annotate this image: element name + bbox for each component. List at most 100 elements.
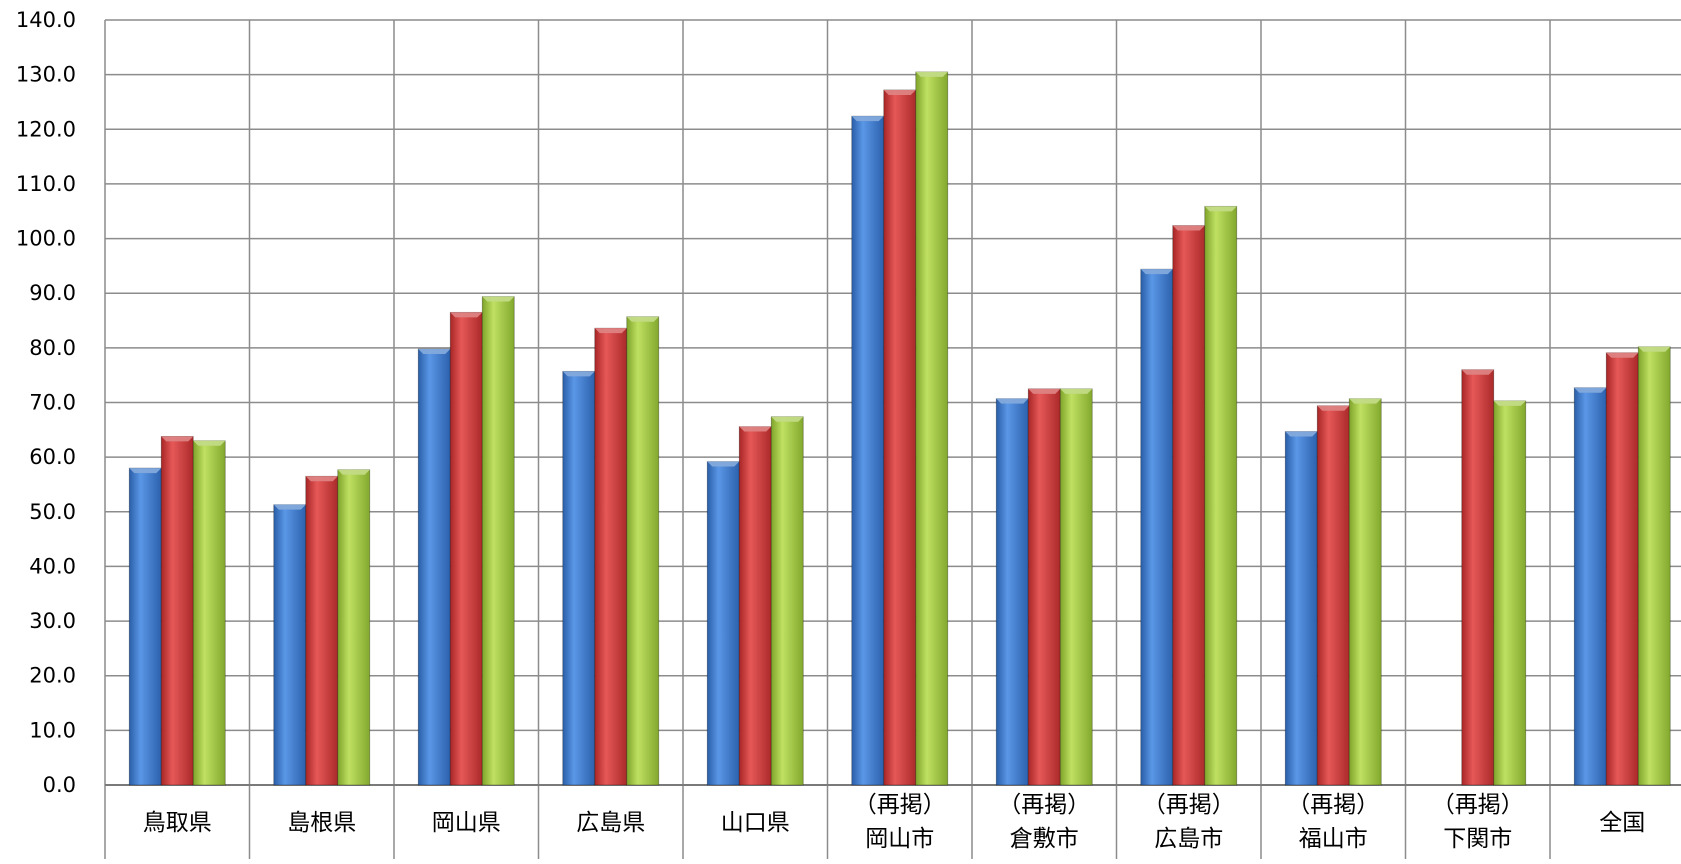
bar: [995, 398, 1029, 786]
bar-highlight: [1493, 400, 1526, 406]
bar-highlight: [193, 440, 226, 446]
bar-highlight: [482, 296, 515, 302]
bar-bevel: [594, 328, 627, 334]
bar-highlight: [161, 436, 194, 442]
bar-body: [626, 316, 660, 786]
bar-bevel: [1317, 405, 1350, 411]
bar-body: [883, 89, 917, 786]
bar-bevel: [1060, 388, 1093, 394]
x-tick-label: （再掲）: [1143, 792, 1235, 818]
bar-highlight: [1060, 388, 1093, 394]
y-tick-label: 0.0: [43, 773, 76, 797]
x-tick-label: 倉敷市: [1010, 826, 1079, 852]
bar-bevel: [161, 436, 194, 442]
x-axis: 鳥取県 島根県 岡山県 広島県 山口県 （再掲） 岡山市 （再掲） 倉敷市 （再掲） 広島市 （再掲）…: [143, 792, 1646, 852]
bar-highlight: [1461, 369, 1494, 375]
bar-body: [915, 71, 949, 786]
bar-highlight: [1172, 225, 1205, 231]
bar-body: [1461, 369, 1495, 786]
bar-bevel: [129, 468, 162, 474]
bar: [128, 467, 162, 786]
bar: [192, 440, 226, 786]
x-tick-label: 下関市: [1443, 826, 1512, 852]
bar-body: [1059, 388, 1093, 786]
bar-body: [738, 426, 772, 786]
x-tick-label: 岡山市: [865, 826, 934, 852]
bar-bevel: [996, 398, 1029, 404]
y-tick-label: 80.0: [29, 336, 76, 360]
y-tick-label: 140.0: [16, 8, 76, 32]
y-tick-label: 70.0: [29, 391, 76, 415]
x-tick-label: （再掲）: [998, 792, 1090, 818]
bar: [1461, 369, 1495, 786]
y-tick-label: 90.0: [29, 281, 76, 305]
bar: [305, 475, 339, 786]
bar-bevel: [1574, 387, 1607, 393]
bar: [449, 311, 483, 786]
bar-body: [706, 461, 740, 786]
bar-highlight: [450, 312, 483, 318]
bar: [562, 370, 596, 786]
y-tick-label: 10.0: [29, 718, 76, 742]
bar-highlight: [594, 328, 627, 334]
bar-highlight: [1140, 269, 1173, 275]
y-tick-label: 100.0: [16, 227, 76, 251]
bar: [626, 316, 660, 786]
bar: [417, 348, 451, 786]
bar-body: [192, 440, 226, 786]
bar-body: [1637, 346, 1671, 786]
bar-highlight: [915, 71, 948, 77]
bar-highlight: [1285, 431, 1318, 437]
bar: [594, 327, 628, 786]
bar-bevel: [1606, 352, 1639, 358]
x-tick-label: （再掲）: [1432, 792, 1524, 818]
bar-bevel: [337, 469, 370, 475]
bar: [706, 461, 740, 786]
x-tick-label: 広島県: [576, 810, 645, 836]
bar-highlight: [418, 348, 451, 354]
bar-highlight: [707, 461, 740, 467]
x-tick-label: 島根県: [287, 810, 356, 836]
bar-body: [1316, 405, 1350, 786]
bar-highlight: [851, 116, 884, 122]
bar-body: [1605, 352, 1639, 786]
bar: [1493, 400, 1527, 786]
x-tick-label: 福山市: [1299, 826, 1368, 852]
bar-bevel: [883, 89, 916, 95]
bar: [1637, 346, 1671, 786]
bar-highlight: [305, 476, 338, 482]
bar: [1348, 398, 1382, 786]
bar-bevel: [1461, 369, 1494, 375]
bar-highlight: [739, 426, 772, 432]
y-tick-label: 60.0: [29, 445, 76, 469]
bar-highlight: [337, 469, 370, 475]
bar-body: [305, 475, 339, 786]
bar: [883, 89, 917, 786]
y-tick-label: 50.0: [29, 500, 76, 524]
bar-bevel: [193, 440, 226, 446]
bar-body: [481, 296, 515, 786]
bar-body: [851, 115, 885, 786]
bar-bevel: [562, 371, 595, 377]
bar-body: [1348, 398, 1382, 786]
bar: [915, 71, 949, 786]
bar: [273, 504, 307, 786]
bar-highlight: [1028, 388, 1061, 394]
bar-bevel: [771, 416, 804, 422]
bar-body: [1172, 225, 1206, 786]
y-tick-label: 30.0: [29, 609, 76, 633]
y-tick-label: 110.0: [16, 172, 76, 196]
bar: [337, 469, 371, 786]
bar-body: [128, 467, 162, 786]
bar-highlight: [562, 371, 595, 377]
bar-highlight: [1204, 206, 1237, 212]
bar: [1027, 388, 1061, 786]
bar-body: [1573, 387, 1607, 786]
bar-body: [160, 435, 194, 786]
x-tick-label: （再掲）: [854, 792, 946, 818]
bar-bevel: [915, 71, 948, 77]
bar-body: [562, 370, 596, 786]
bar-bevel: [1028, 388, 1061, 394]
bar-bevel: [1204, 206, 1237, 212]
